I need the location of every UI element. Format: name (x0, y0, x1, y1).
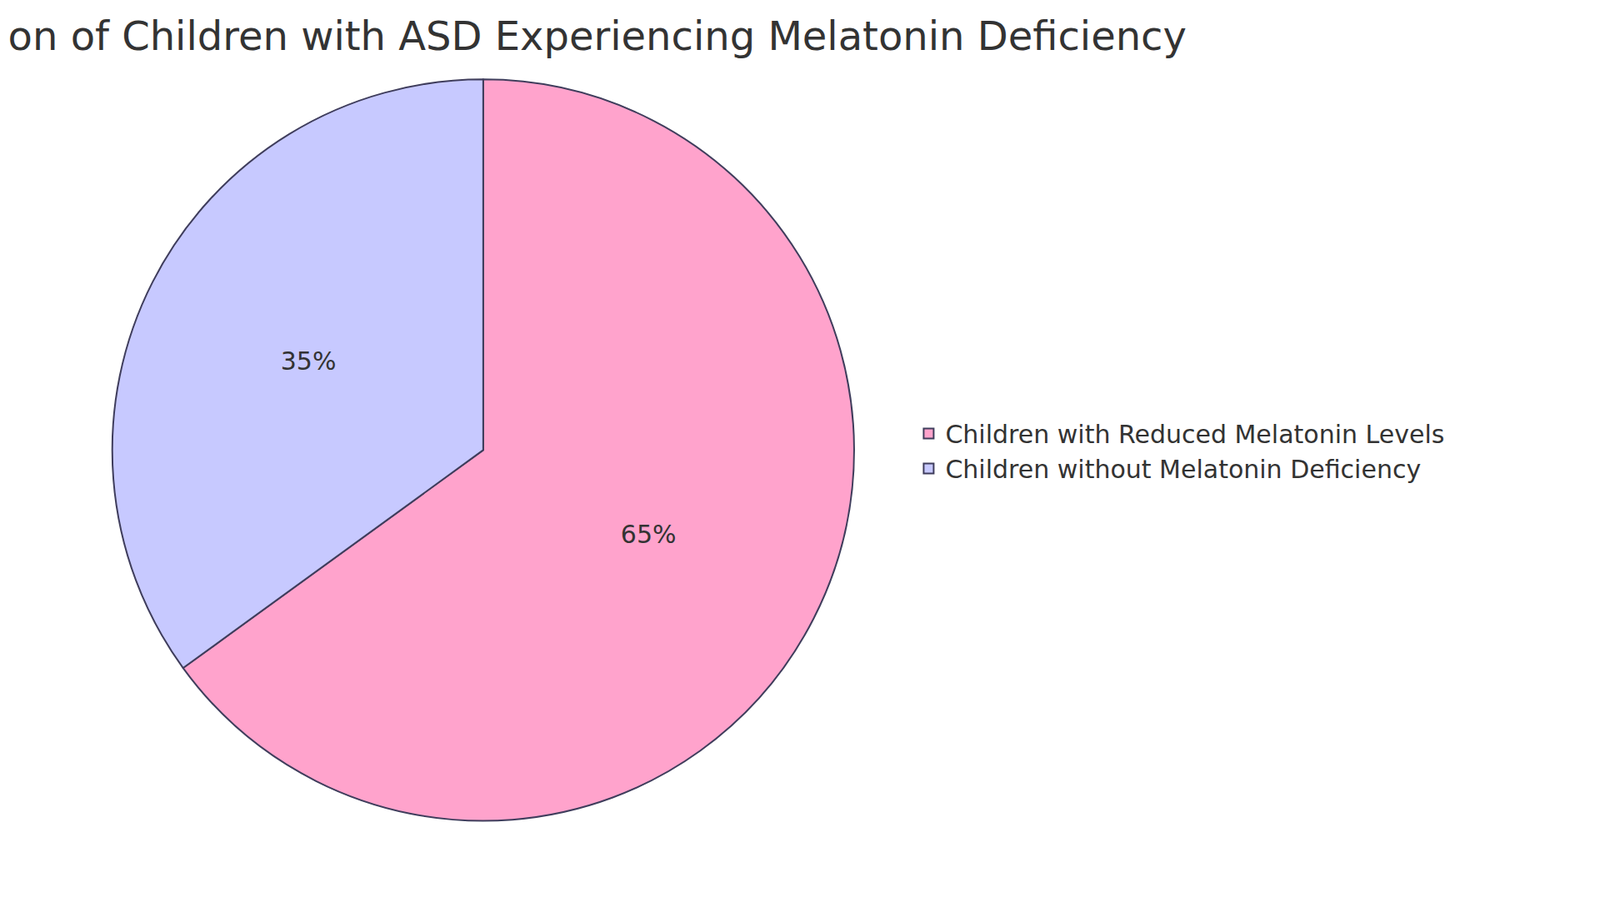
svg-text:on of Children with ASD Experi: on of Children with ASD Experiencing Mel… (8, 12, 1187, 60)
svg-text:Children with Reduced Melatoni: Children with Reduced Melatonin Levels (945, 420, 1445, 450)
svg-text:35%: 35% (280, 346, 337, 376)
svg-text:65%: 65% (620, 520, 677, 550)
svg-text:Children without Melatonin Def: Children without Melatonin Deficiency (945, 455, 1421, 485)
